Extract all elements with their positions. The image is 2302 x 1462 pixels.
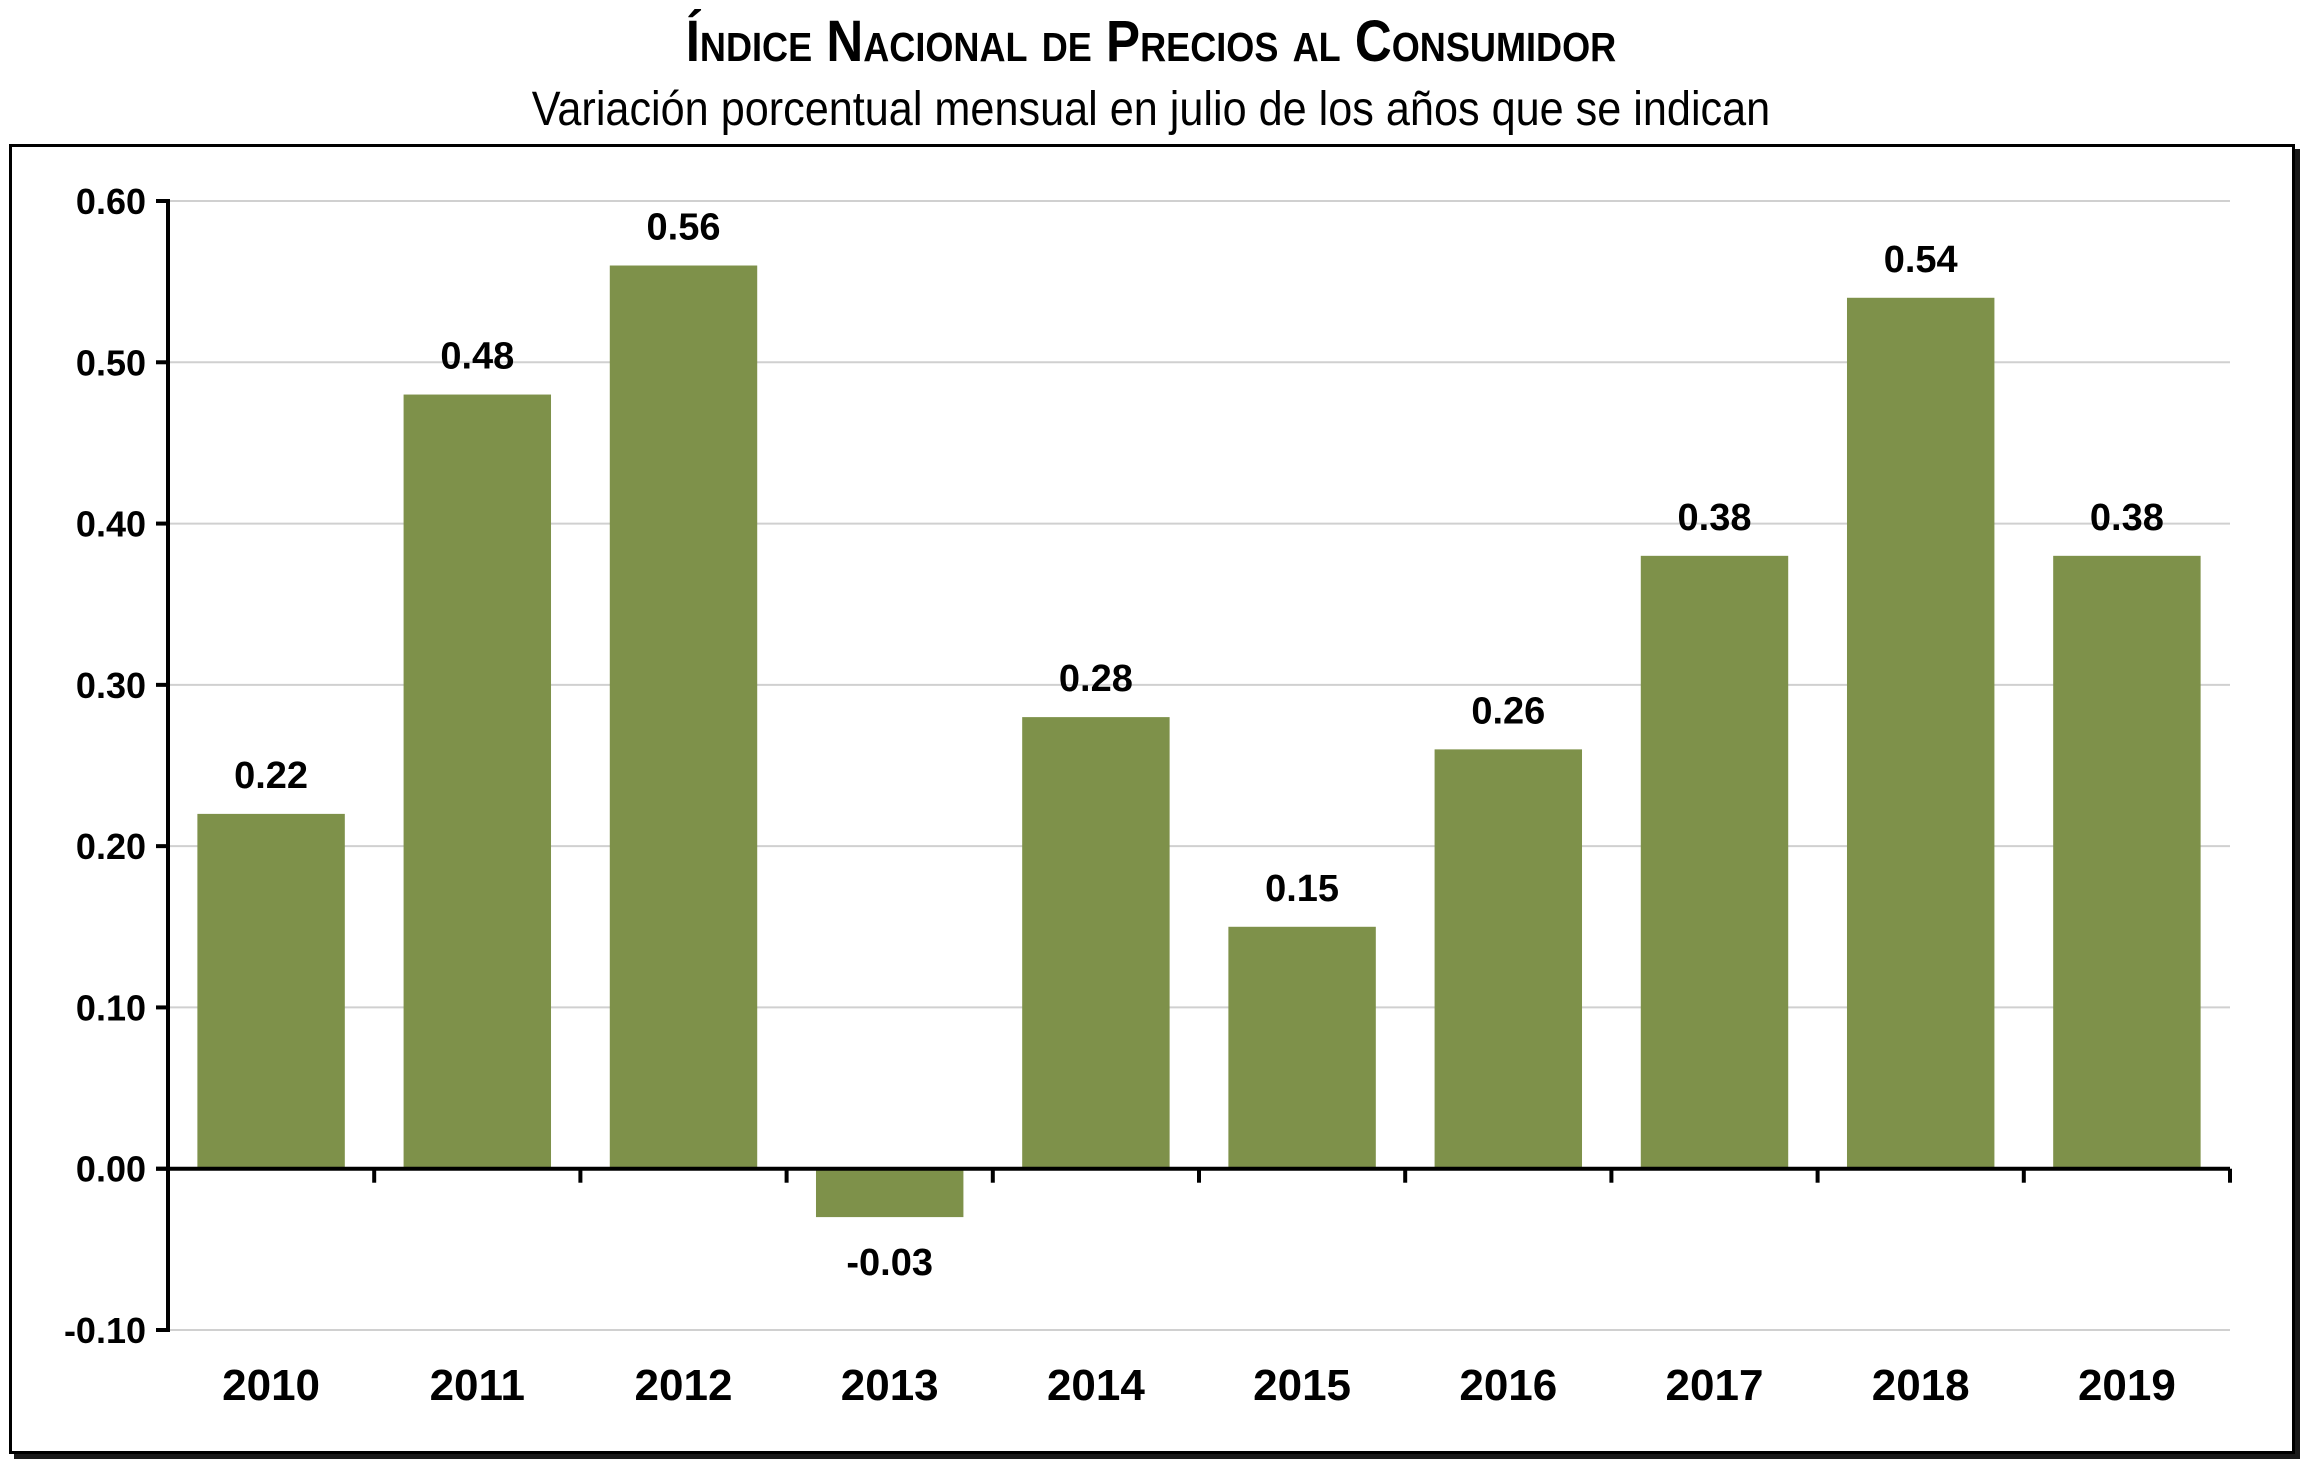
data-label: 0.26 (1471, 690, 1545, 732)
y-tick-label: 0.20 (76, 826, 146, 867)
x-axis-category-labels: 2010 2011 2012 2013 2014 2015 2016 2017 2018 2019 (222, 1361, 2176, 1410)
x-category-label: 2017 (1666, 1361, 1764, 1410)
y-tick-label: -0.10 (64, 1310, 146, 1351)
y-tick-label: 0.60 (76, 181, 146, 222)
bar-2012 (609, 265, 758, 1169)
x-category-label: 2019 (2078, 1361, 2176, 1410)
bar-2015 (1228, 926, 1376, 1169)
axes (156, 199, 2232, 1332)
y-axis-tick-labels: -0.10 0.00 0.10 0.20 0.30 0.40 0.50 0.60 (64, 181, 146, 1351)
bar-2017 (1640, 555, 1789, 1169)
x-category-label: 2013 (841, 1361, 939, 1410)
data-label: 0.22 (234, 755, 308, 797)
y-tick-label: 0.40 (76, 504, 146, 545)
bar-2016 (1434, 749, 1583, 1169)
data-label: 0.15 (1265, 868, 1339, 910)
x-category-label: 2011 (430, 1361, 525, 1410)
bar-2010 (197, 813, 345, 1169)
data-label: 0.54 (1884, 239, 1958, 281)
bar-2019 (2053, 555, 2201, 1169)
data-label: 0.48 (440, 336, 514, 378)
chart-subtitle: Variación porcentual mensual en julio de… (531, 83, 1771, 136)
x-category-label: 2010 (222, 1361, 320, 1410)
x-category-label: 2012 (635, 1361, 733, 1410)
bar-2013 (815, 1168, 964, 1218)
x-category-label: 2016 (1459, 1361, 1557, 1410)
bar-2014 (1022, 717, 1170, 1169)
data-label: 0.38 (2090, 497, 2164, 539)
x-category-label: 2015 (1253, 1361, 1351, 1410)
data-label: 0.38 (1678, 497, 1752, 539)
y-tick-label: 0.50 (76, 342, 146, 383)
x-category-label: 2018 (1872, 1361, 1970, 1410)
x-category-label: 2014 (1047, 1361, 1145, 1410)
data-label: -0.03 (846, 1242, 933, 1284)
bars (197, 265, 2201, 1218)
y-tick-label: 0.00 (76, 1149, 146, 1190)
data-label: 0.56 (647, 207, 721, 249)
bar-2011 (403, 394, 552, 1169)
y-tick-label: 0.10 (76, 987, 146, 1028)
y-tick-label: 0.30 (76, 665, 146, 706)
chart-title: Índice Nacional de Precios al Consumidor (685, 9, 1617, 74)
data-labels: 0.22 0.48 0.56 -0.03 0.28 0.15 0.26 0.38 0.54 0.3… (234, 207, 2164, 1285)
data-label: 0.28 (1059, 658, 1133, 700)
bar-2018 (1846, 297, 1995, 1169)
